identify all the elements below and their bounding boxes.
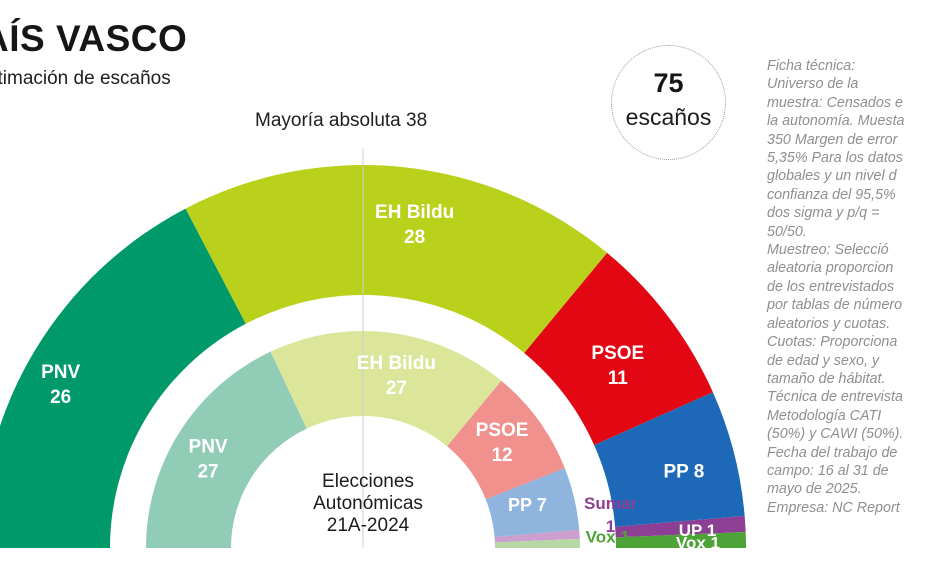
majority-label: Mayoría absoluta 38 <box>255 110 428 131</box>
outer-label-psoe: PSOE 11 <box>591 343 644 389</box>
outer-seat-segment-psoe <box>524 252 713 446</box>
chart-subtitle: stimación de escaños <box>0 68 171 89</box>
inner-label-pnv: PNV 27 <box>189 436 228 482</box>
inner-seat-segment-sumar <box>494 529 580 543</box>
outer-label-vox: Vox 1 <box>676 534 720 553</box>
note-line: 5,35% Para los datos <box>767 150 903 167</box>
note-line: tamaño de hábitat. <box>767 370 886 387</box>
inner-label-eh-bildu: EH Bildu 27 <box>357 353 436 399</box>
note-line: Ficha técnica: <box>767 58 856 74</box>
inner-seat-segment-pnv <box>146 351 307 548</box>
inner-label-psoe: PSOE 12 <box>476 420 529 466</box>
note-line: 350 Margen de error <box>767 131 898 148</box>
outer-label-pnv: PNV 26 <box>41 362 80 408</box>
outer-seat-segment-eh-bildu <box>185 165 608 354</box>
outer-label-pp: PP 8 <box>663 462 704 483</box>
inner-seat-segment-pp <box>485 468 580 537</box>
total-seats-value: 75 <box>653 68 684 98</box>
inner-ring <box>146 331 580 548</box>
note-line: la autonomía. Muesta <box>767 113 905 130</box>
inner-label-pp: PP 7 <box>508 495 547 515</box>
note-line: de los entrevistados <box>767 278 895 295</box>
outer-label-up: UP 1 <box>679 521 717 540</box>
note-line: Cuotas: Proporciona <box>767 334 898 351</box>
note-line: confianza del 95,5% <box>767 186 896 203</box>
inner-seat-segment-eh-bildu <box>270 331 502 447</box>
technical-note: Ficha técnica: Universo de la muestra: C… <box>767 57 930 517</box>
chart-title: AÍS VASCO <box>0 18 188 59</box>
note-line: 50/50. <box>767 223 807 240</box>
note-line: Empresa: NC Report <box>767 499 900 516</box>
note-line: de edad y sexo, y <box>767 352 880 369</box>
note-line: Muestreo: Selecció <box>767 242 889 259</box>
note-line: Fecha del trabajo de <box>767 444 898 461</box>
note-line: Técnica de entrevista <box>767 389 903 406</box>
inner-label-vox: Vox 1 <box>586 527 630 546</box>
note-line: dos sigma y p/q = <box>767 205 880 222</box>
total-seats-label: escaños <box>625 104 712 130</box>
outer-ring <box>0 165 746 548</box>
note-line: Universo de la <box>767 76 859 93</box>
previous-election-label: Elecciones Autonómicas 21A-2024 <box>283 471 453 537</box>
outer-label-eh-bildu: EH Bildu 28 <box>375 202 454 248</box>
previous-election-line: Elecciones <box>322 471 414 492</box>
outer-seat-segment-pp <box>594 392 745 527</box>
note-line: por tablas de número <box>767 297 903 314</box>
outer-seat-segment-pnv <box>0 208 246 548</box>
note-line: muestra: Censados e <box>767 94 903 111</box>
previous-election-line: 21A-2024 <box>326 515 410 536</box>
outer-seat-segment-vox <box>615 531 746 548</box>
note-line: (50%) y CAWI (50%). <box>767 426 904 443</box>
inner-label-sumar: Sumar 1 <box>584 494 637 536</box>
note-line: aleatorios y cuotas. <box>767 315 891 332</box>
note-line: globales y un nivel d <box>767 168 897 185</box>
previous-election-line: Autonómicas <box>313 493 423 514</box>
note-line: aleatoria proporcion <box>767 260 894 277</box>
total-seats-badge: 75 escaños <box>611 45 726 160</box>
note-line: Metodología CATI <box>767 407 882 424</box>
inner-seat-segment-vox <box>494 538 580 548</box>
inner-seat-segment-psoe <box>447 380 565 500</box>
note-line: mayo de 2025. <box>767 481 862 498</box>
note-line: campo: 16 al 31 de <box>767 462 889 479</box>
outer-seat-segment-up <box>615 515 746 538</box>
